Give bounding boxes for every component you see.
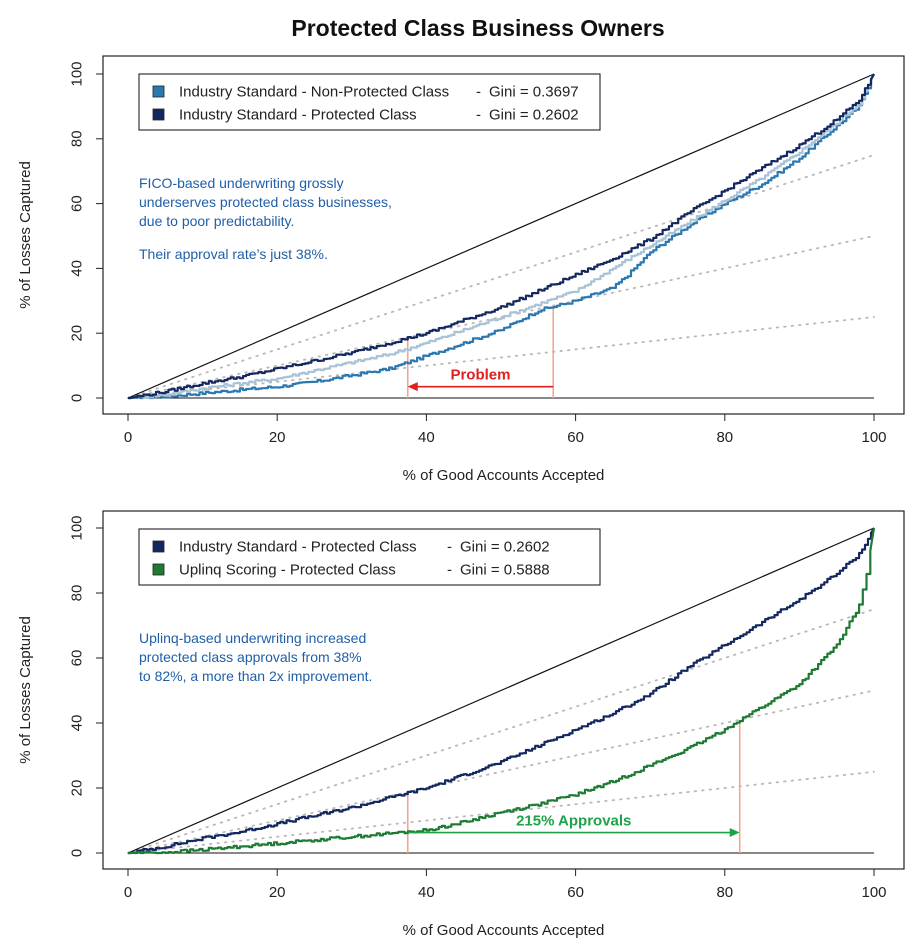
annotation-arrow-head [407, 382, 418, 392]
x-axis-label: % of Good Accounts Accepted [403, 922, 605, 939]
legend-gini-1: Gini = 0.3697 [489, 84, 579, 101]
legend-gini-1: Gini = 0.2602 [460, 539, 550, 556]
legend-label-2: Industry Standard - Protected Class [179, 107, 417, 124]
x-tick-label: 0 [124, 884, 132, 901]
legend-label-2: Uplinq Scoring - Protected Class [179, 562, 396, 579]
legend-swatch-2 [152, 108, 165, 121]
reference-line-2 [127, 689, 875, 854]
annotation-label: Problem [450, 367, 510, 384]
note-line-3: due to poor predictability. [139, 213, 294, 229]
legend-separator: - [476, 107, 481, 124]
reference-line-1 [127, 154, 875, 399]
plot-frame [102, 55, 905, 415]
legend-box [138, 73, 601, 131]
legend-label-1: Industry Standard - Protected Class [179, 539, 417, 556]
y-tick-label: 20 [69, 325, 86, 342]
series-line-industry-standard-protected-class [128, 527, 875, 855]
x-tick-label: 40 [418, 884, 435, 901]
y-tick-label: 80 [69, 585, 86, 602]
reference-line-3 [127, 316, 875, 399]
x-tick-label: 80 [716, 429, 733, 446]
y-tick-label: 100 [69, 515, 86, 540]
legend-swatch-1 [152, 85, 165, 98]
annotation-arrow-head [729, 828, 740, 838]
y-tick-label: 40 [69, 715, 86, 732]
legend-box [138, 528, 601, 586]
legend-swatch-1 [152, 540, 165, 553]
x-tick-label: 80 [716, 884, 733, 901]
note-line-2: underserves protected class businesses, [139, 194, 392, 210]
x-tick-label: 100 [861, 884, 886, 901]
legend-separator: - [447, 562, 452, 579]
x-tick-label: 60 [567, 884, 584, 901]
legend-label-1: Industry Standard - Non-Protected Class [179, 84, 449, 101]
chart-panel-2: 0 20 40 60 80 100 0 20 40 60 80 100 % of Good Accoun… [17, 510, 905, 939]
chart-panel-1: 0 20 40 60 80 100 0 20 40 60 80 100 % of Good Accoun… [17, 55, 905, 484]
diagonal-line [127, 73, 875, 399]
reference-line-1 [127, 608, 875, 854]
x-tick-label: 60 [567, 429, 584, 446]
legend-swatch-2 [152, 563, 165, 576]
y-tick-label: 20 [69, 780, 86, 797]
note-line-1: FICO-based underwriting grossly [139, 175, 344, 191]
x-axis-label: % of Good Accounts Accepted [403, 467, 605, 484]
annotation-label: 215% Approvals [516, 813, 631, 830]
x-tick-label: 0 [124, 429, 132, 446]
legend-gini-2: Gini = 0.5888 [460, 562, 550, 579]
x-tick-label: 40 [418, 429, 435, 446]
series-line-uplinq-scoring-protected-class [128, 527, 876, 855]
series-line-unnamed-1 [128, 73, 875, 400]
y-tick-label: 60 [69, 650, 86, 667]
x-tick-label: 20 [269, 429, 286, 446]
x-tick-label: 100 [861, 429, 886, 446]
y-tick-label: 100 [69, 61, 86, 86]
series-line-industry-standard-protected-class [128, 73, 875, 400]
legend-separator: - [476, 84, 481, 101]
legend-gini-2: Gini = 0.2602 [489, 107, 579, 124]
y-tick-label: 60 [69, 195, 86, 212]
x-tick-label: 20 [269, 884, 286, 901]
note-line-1: Uplinq-based underwriting increased [139, 630, 366, 646]
y-tick-label: 80 [69, 130, 86, 147]
note-line-3: to 82%, a more than 2x improvement. [139, 668, 372, 684]
y-tick-label: 40 [69, 260, 86, 277]
y-tick-label: 0 [69, 394, 86, 402]
note-line-4: Their approval rate’s just 38%. [139, 246, 328, 262]
plot-frame [102, 510, 905, 870]
figure-title: Protected Class Business Owners [291, 15, 664, 41]
series-line-industry-standard-non-protected-class [128, 73, 875, 400]
legend-separator: - [447, 539, 452, 556]
note-line-2: protected class approvals from 38% [139, 649, 362, 665]
diagonal-line [127, 527, 875, 854]
y-axis-label: % of Losses Captured [17, 616, 34, 764]
y-tick-label: 0 [69, 849, 86, 857]
y-axis-label: % of Losses Captured [17, 161, 34, 309]
